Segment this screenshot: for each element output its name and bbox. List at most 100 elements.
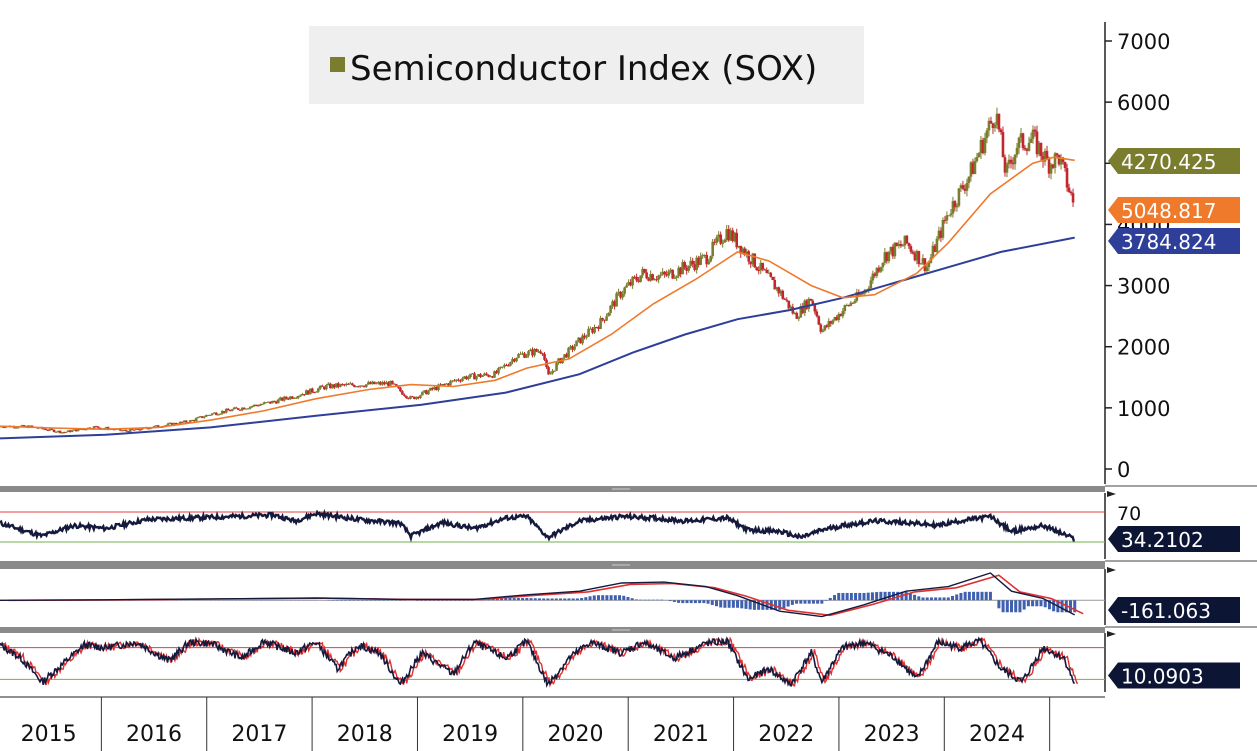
candle-body <box>827 321 831 328</box>
candle-body <box>871 273 875 281</box>
x-tick-label: 2023 <box>864 722 920 747</box>
candle-body <box>593 327 596 333</box>
candle-body <box>949 213 953 216</box>
candle-body <box>68 430 72 433</box>
candle-body <box>959 185 963 189</box>
candle-body <box>1051 164 1055 168</box>
candle-body <box>337 383 340 387</box>
candle-body <box>553 370 556 372</box>
candle-body <box>693 264 696 270</box>
candle-body <box>1021 133 1025 148</box>
x-tick-label: 2016 <box>126 722 182 747</box>
price-value-tags: 4270.425 5048.817 3784.824 <box>1108 148 1240 254</box>
candle-body <box>587 328 590 337</box>
histogram-bar <box>799 600 803 604</box>
histogram-bar <box>521 598 525 601</box>
histogram-bar <box>529 598 533 601</box>
candle-body <box>1033 129 1037 132</box>
candle-body <box>719 234 723 244</box>
candle-body <box>405 395 408 398</box>
candle-body <box>927 262 931 268</box>
candle-body <box>583 335 586 338</box>
candle-body <box>357 386 360 388</box>
candle-body <box>264 402 268 404</box>
candle-body <box>785 299 789 301</box>
candle-body <box>14 427 18 429</box>
candle-body <box>779 290 783 294</box>
candle-body <box>903 235 907 246</box>
candle-body <box>433 387 436 390</box>
candle-body <box>777 287 781 294</box>
histogram-bar <box>609 595 613 601</box>
histogram-bar <box>1073 600 1077 613</box>
candle-body <box>775 287 779 290</box>
candle-body <box>967 176 971 183</box>
candle-body <box>1037 142 1041 155</box>
candle-body <box>797 317 801 319</box>
histogram-bar <box>879 591 883 601</box>
candle-body <box>395 384 398 387</box>
histogram-bar <box>955 594 959 601</box>
candle-body <box>795 312 799 319</box>
histogram-bar <box>744 600 748 609</box>
candle-body <box>919 263 923 265</box>
histogram-bar <box>963 591 967 601</box>
candle-body <box>789 306 793 309</box>
histogram-bar <box>967 591 971 601</box>
candle-body <box>300 394 304 396</box>
candle-body <box>409 396 412 399</box>
candle-body <box>1059 157 1063 165</box>
histogram-bar <box>951 595 955 601</box>
candle-body <box>154 425 158 427</box>
histogram-bar <box>706 600 710 604</box>
histogram-bar <box>655 599 659 601</box>
candle-body <box>477 374 480 377</box>
candle-body <box>1015 147 1019 155</box>
candle-body <box>268 401 272 404</box>
histogram-bar <box>672 600 676 602</box>
candle-body <box>156 425 160 428</box>
candle-body <box>771 276 775 280</box>
candle-body <box>599 318 602 329</box>
candle-body <box>453 380 456 382</box>
histogram-bar <box>1022 600 1026 610</box>
candle-body <box>423 390 426 392</box>
candle-body <box>401 391 404 395</box>
histogram-bar <box>807 600 811 604</box>
candle-body <box>321 385 324 387</box>
candle-body <box>146 428 150 430</box>
candle-body <box>473 373 476 380</box>
candle-body <box>669 269 672 272</box>
candle-body <box>274 401 278 404</box>
histogram-bar <box>681 600 685 604</box>
histogram-bar <box>765 600 769 610</box>
candle-body <box>194 418 198 421</box>
candle-body <box>64 431 68 433</box>
candle-body <box>130 429 134 431</box>
candle-body <box>663 271 666 275</box>
panel-stochastic: 10.0903 <box>0 631 1240 692</box>
panel-value-label: 34.2102 <box>1121 528 1204 552</box>
panel-value-tag: 10.0903 <box>1108 662 1240 689</box>
candle-body <box>1023 147 1027 150</box>
candle-body <box>591 328 594 333</box>
candle-body <box>737 245 741 248</box>
candle-body <box>138 429 142 431</box>
candle-body <box>190 420 194 422</box>
candle-body <box>905 235 909 244</box>
candle-body <box>761 262 765 270</box>
candle-body <box>917 250 921 265</box>
candle-body <box>701 255 704 257</box>
candle-body <box>635 276 638 281</box>
histogram-bar <box>1052 600 1056 612</box>
candle-body <box>216 414 220 416</box>
candle-body <box>907 243 911 247</box>
histogram-bar <box>782 600 786 609</box>
histogram-bar <box>778 600 782 610</box>
candle-body <box>825 325 829 328</box>
histogram-bar <box>1010 600 1014 613</box>
panel-value-label: 10.0903 <box>1121 665 1204 689</box>
candle-body <box>799 306 803 318</box>
candle-body <box>873 273 877 276</box>
